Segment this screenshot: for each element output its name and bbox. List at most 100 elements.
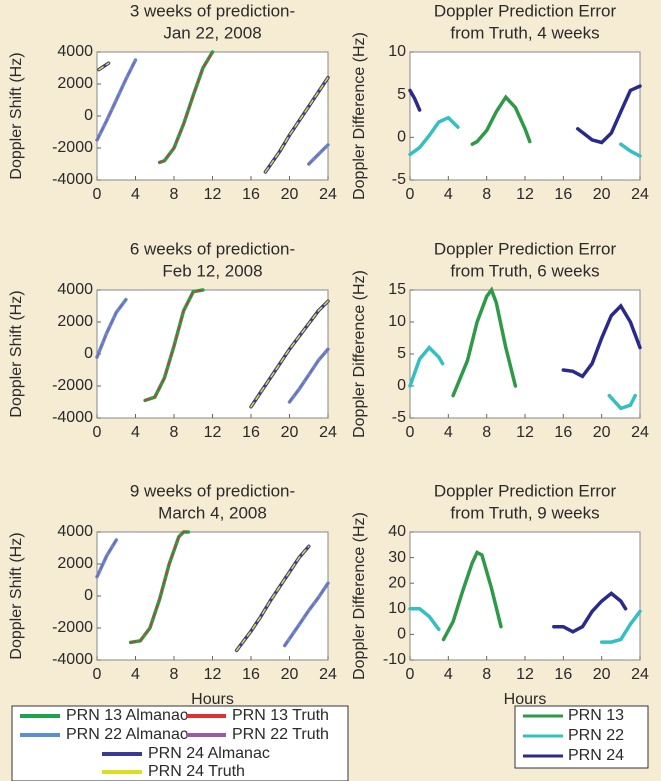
x-tick-label: 4 (444, 186, 453, 203)
y-tick-label: -5 (392, 409, 406, 426)
legend-box (11, 705, 349, 781)
x-tick-label: 12 (204, 424, 222, 441)
y-tick-label: -10 (383, 651, 406, 668)
plot-area (409, 51, 641, 181)
y-tick-label: 4000 (57, 523, 93, 540)
y-tick-label: -5 (392, 171, 406, 188)
y-tick-label: -4000 (52, 651, 93, 668)
y-tick-label: 2000 (57, 75, 93, 92)
y-tick-label: -2000 (52, 619, 93, 636)
y-tick-label: 2000 (57, 555, 93, 572)
data-line (451, 286, 518, 398)
data-line (470, 94, 532, 146)
data-line (408, 345, 637, 411)
data-line (158, 51, 214, 164)
x-tick-label: 20 (593, 186, 611, 203)
x-tick-label: 8 (482, 424, 491, 441)
x-tick-label: 8 (170, 186, 179, 203)
x-tick-label: 4 (131, 424, 140, 441)
y-tick-label: 30 (388, 549, 406, 566)
y-axis-label: Doppler Difference (Hz) (351, 32, 368, 200)
y-tick-label: 0 (84, 345, 93, 362)
y-tick-label: 0 (397, 129, 406, 146)
x-tick-label: 12 (516, 186, 534, 203)
y-tick-label: 0 (397, 626, 406, 643)
x-tick-label: 20 (281, 424, 299, 441)
x-tick-label: 0 (93, 186, 102, 203)
y-tick-label: 5 (397, 86, 406, 103)
x-tick-label: 12 (516, 424, 534, 441)
y-tick-label: 10 (388, 43, 406, 60)
y-tick-label: -4000 (52, 171, 93, 188)
x-tick-label: 0 (406, 424, 415, 441)
plot-area (96, 289, 329, 419)
y-tick-label: 4000 (57, 281, 93, 298)
chart-title: March 4, 2008 (158, 503, 267, 522)
chart-title: Doppler Prediction Error (434, 239, 617, 258)
x-tick-label: 16 (554, 186, 572, 203)
x-tick-label: 4 (131, 186, 140, 203)
x-tick-label: 24 (319, 666, 337, 683)
legend-label: PRN 13 Truth (232, 707, 329, 724)
x-tick-label: 12 (516, 666, 534, 683)
x-tick-label: 16 (554, 666, 572, 683)
data-line (98, 62, 329, 173)
x-tick-label: 0 (93, 666, 102, 683)
data-line (235, 545, 310, 652)
x-tick-label: 8 (482, 186, 491, 203)
x-tick-label: 8 (482, 666, 491, 683)
chart-title: from Truth, 9 weeks (450, 503, 599, 522)
data-line (129, 531, 190, 644)
y-tick-label: 20 (388, 574, 406, 591)
x-tick-label: 0 (93, 424, 102, 441)
x-tick-label: 16 (242, 186, 260, 203)
y-tick-label: -4000 (52, 409, 93, 426)
chart-title: from Truth, 6 weeks (450, 261, 599, 280)
y-tick-label: -2000 (52, 377, 93, 394)
x-tick-label: 24 (319, 186, 337, 203)
chart-title: Feb 12, 2008 (162, 261, 262, 280)
y-tick-label: 4000 (57, 43, 93, 60)
x-tick-label: 8 (170, 666, 179, 683)
y-axis-label: Doppler Difference (Hz) (351, 512, 368, 680)
chart-title: 6 weeks of prediction- (130, 239, 295, 258)
legend-label: PRN 24 (568, 747, 624, 764)
y-tick-label: 2000 (57, 313, 93, 330)
x-tick-label: 4 (131, 666, 140, 683)
x-tick-label: 20 (593, 666, 611, 683)
x-tick-label: 16 (554, 424, 572, 441)
x-tick-label: 20 (281, 186, 299, 203)
data-line (441, 550, 503, 642)
data-line (96, 298, 329, 403)
y-axis-label: Doppler Shift (Hz) (8, 532, 25, 659)
data-line (96, 59, 329, 165)
x-axis-label: Hours (504, 691, 547, 708)
y-tick-label: -2000 (52, 139, 93, 156)
legend-label: PRN 24 Almanac (148, 745, 270, 762)
y-axis-label: Doppler Shift (Hz) (8, 290, 25, 417)
y-tick-label: 10 (388, 600, 406, 617)
legend-label: PRN 22 Truth (232, 726, 329, 743)
x-axis-label: Hours (191, 691, 234, 708)
y-axis-label: Doppler Difference (Hz) (351, 270, 368, 438)
x-tick-label: 24 (631, 666, 649, 683)
chart-title: 9 weeks of prediction- (130, 481, 295, 500)
x-tick-label: 20 (281, 666, 299, 683)
legend-label: PRN 13 (568, 707, 624, 724)
x-tick-label: 8 (170, 424, 179, 441)
chart-title: Doppler Prediction Error (434, 1, 617, 20)
y-tick-label: 0 (397, 377, 406, 394)
x-tick-label: 24 (319, 424, 337, 441)
x-tick-label: 4 (444, 666, 453, 683)
data-line (408, 84, 642, 145)
y-tick-label: 0 (84, 587, 93, 604)
y-tick-label: 5 (397, 345, 406, 362)
y-tick-label: 10 (388, 313, 406, 330)
x-tick-label: 16 (242, 424, 260, 441)
chart-title: 3 weeks of prediction- (130, 1, 295, 20)
plot-area (409, 289, 641, 419)
legend-label: PRN 22 Almanac (66, 726, 188, 743)
data-line (561, 303, 642, 379)
data-line (96, 539, 329, 647)
